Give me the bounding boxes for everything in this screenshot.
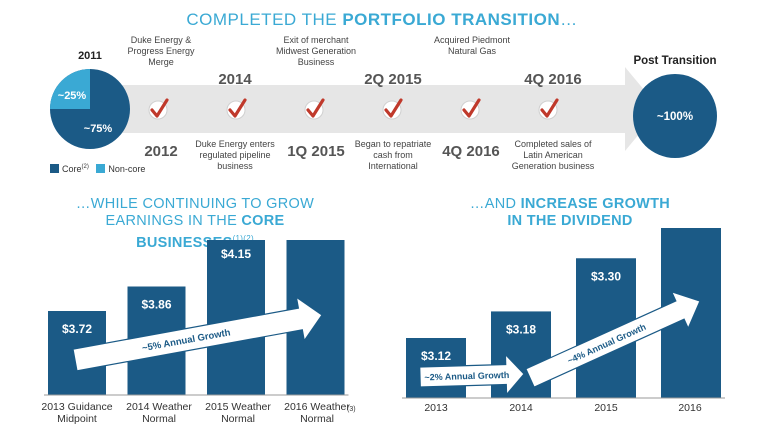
milestone-4-date: 2Q 2015	[364, 71, 422, 88]
pie-2011	[50, 69, 130, 149]
milestone-check-icon	[538, 98, 559, 120]
eps-xlabel-2: 2014 Weather Normal	[126, 401, 192, 425]
eps-xlabel-4: 2016 Weather Normal	[284, 401, 350, 425]
timeline-graphic: 2011 ~25% ~75% Post Transition ~100%	[50, 50, 717, 158]
eps-footnote: (3)	[347, 406, 356, 413]
bar-value-label-3: $3.30	[591, 269, 621, 283]
bar-value-label-1: $3.12	[421, 349, 451, 363]
milestone-2-text: Duke Energy enters regulated pipeline bu…	[195, 139, 275, 171]
milestone-2-date: 2014	[218, 71, 252, 88]
right-section-title: …AND INCREASE GROWTH IN THE DIVIDEND	[469, 196, 671, 229]
milestone-3-date: 1Q 2015	[287, 143, 345, 160]
milestone-4-text: Began to repatriate cash from Internatio…	[354, 139, 432, 171]
milestone-check-icon	[304, 98, 325, 120]
div-xlabel-2: 2014	[509, 402, 533, 414]
div-xlabel-4: 2016	[678, 402, 702, 414]
milestone-5-date: 4Q 2016	[442, 143, 500, 160]
div-xlabel-1: 2013	[424, 402, 448, 414]
bar-value-label-2: $3.86	[141, 298, 171, 312]
pie-noncore-label: ~25%	[58, 90, 87, 102]
bar-value-label-1: $3.72	[62, 322, 92, 336]
milestone-check-icon	[226, 98, 247, 120]
pie-year-label: 2011	[78, 50, 102, 62]
legend-noncore-label: Non-core	[108, 164, 146, 174]
milestone-check-icon	[148, 98, 169, 120]
legend-core-label: Core	[62, 164, 82, 174]
eps-chart: $3.72$3.86$4.15$4.28~5% Annual Growth	[44, 240, 349, 396]
pie-noncore-slice	[50, 69, 90, 109]
bar-value-label-2: $3.18	[506, 322, 536, 336]
legend-core-swatch	[50, 164, 59, 173]
milestone-3-text: Exit of merchant Midwest Generation Busi…	[275, 35, 357, 67]
post-transition-title: Post Transition	[633, 55, 716, 67]
eps-xlabel-3: 2015 Weather Normal	[205, 401, 271, 425]
bar-value-label-4: $3.42	[676, 228, 706, 230]
eps-growth-arrow: ~5% Annual Growth	[72, 295, 323, 372]
eps-xlabel-1: 2013 Guidance Midpoint	[41, 401, 113, 425]
milestone-check-icon	[460, 98, 481, 120]
dividend-chart: $3.12$3.18$3.30$3.42~2% Annual Growth~4%…	[402, 228, 725, 399]
dividend-growth-arrow-1-label: ~2% Annual Growth	[424, 370, 509, 382]
pie-core-label: ~75%	[84, 123, 113, 135]
milestone-1-date: 2012	[144, 143, 178, 160]
milestone-1-text: Duke Energy & Progress Energy Merge	[127, 35, 195, 67]
portfolio-title: COMPLETED THE PORTFOLIO TRANSITION…	[186, 10, 578, 29]
milestone-6-text: Completed sales of Latin American Genera…	[511, 139, 595, 171]
dividend-growth-arrow-1: ~2% Annual Growth	[419, 352, 525, 397]
bar-value-label-3: $4.15	[221, 247, 251, 261]
milestone-5-text: Acquired Piedmont Natural Gas	[433, 35, 511, 56]
milestone-check-icon	[382, 98, 403, 120]
post-transition-circle	[633, 74, 717, 158]
div-xlabel-3: 2015	[594, 402, 618, 414]
post-transition-label: ~100%	[657, 111, 693, 123]
legend-noncore-swatch	[96, 164, 106, 173]
pie-legend: Core(2) Non-core	[50, 164, 145, 174]
left-section-title: …WHILE CONTINUING TO GROW EARNINGS IN TH…	[75, 196, 315, 251]
milestone-6-date: 4Q 2016	[524, 71, 582, 88]
